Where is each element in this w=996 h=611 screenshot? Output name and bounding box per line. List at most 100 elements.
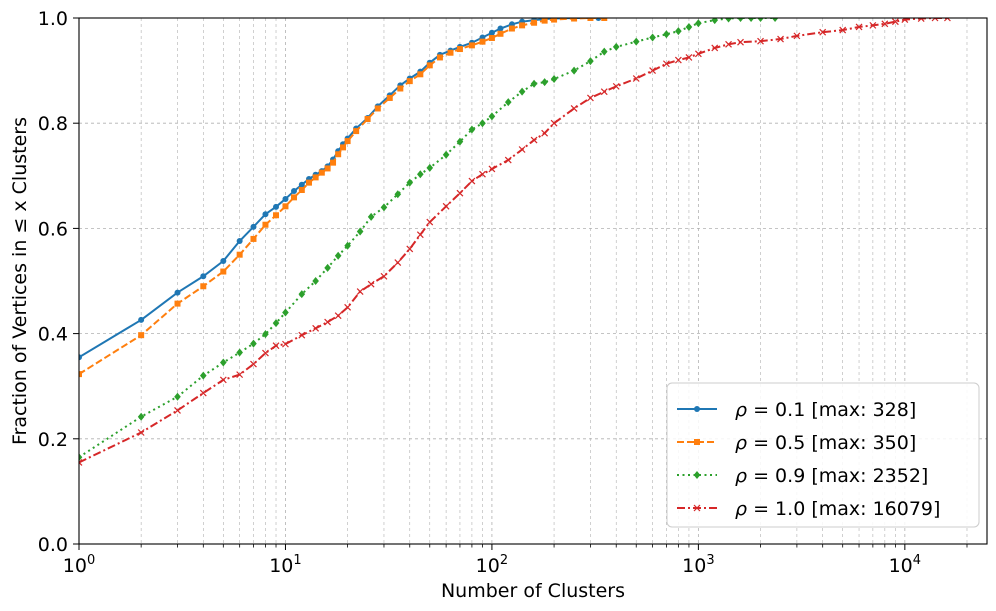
legend-marker-rho-0.9: [693, 471, 701, 479]
data-point-rho-1.0: [869, 21, 877, 29]
data-point-rho-1.0: [442, 202, 450, 210]
data-point-rho-1.0-stroke-b: [312, 324, 320, 332]
data-point-rho-1.0: [262, 349, 269, 357]
legend-entry-rho-1.0: ρ = 1.0 [max: 16079]: [677, 498, 940, 520]
y-tick-label: 0.4: [38, 324, 68, 346]
series-layer: [79, 18, 951, 466]
data-point-rho-0.5: [340, 144, 347, 151]
data-point-rho-1.0-stroke-b: [881, 20, 889, 28]
data-point-rho-1.0-stroke-b: [891, 18, 899, 26]
data-point-rho-1.0-stroke-b: [367, 280, 375, 288]
data-point-rho-0.9: [324, 263, 331, 272]
data-point-rho-0.5: [282, 203, 289, 210]
data-point-rho-0.5: [174, 300, 181, 307]
data-point-rho-1.0: [649, 67, 657, 75]
data-point-rho-0.5: [531, 19, 538, 26]
data-point-rho-1.0: [685, 54, 693, 61]
data-point-rho-0.9: [220, 358, 227, 367]
data-point-rho-0.5: [497, 30, 504, 37]
data-point-rho-0.9: [394, 190, 402, 199]
data-point-rho-1.0: [312, 324, 320, 332]
data-point-rho-1.0-stroke-b: [79, 459, 83, 464]
data-point-rho-1.0: [777, 35, 784, 43]
data-point-rho-0.9: [344, 241, 351, 250]
data-point-rho-1.0-stroke-b: [944, 18, 949, 22]
data-point-rho-0.5: [519, 22, 526, 29]
data-point-rho-0.1: [236, 238, 243, 245]
data-point-rho-0.9: [79, 453, 83, 462]
data-point-rho-0.5: [551, 18, 558, 23]
data-point-rho-1.0: [79, 459, 83, 466]
data-point-rho-1.0-stroke-b: [174, 406, 181, 414]
data-point-rho-1.0: [282, 340, 289, 348]
data-point-rho-1.0-stroke-b: [869, 21, 877, 29]
data-point-rho-0.9: [406, 178, 414, 187]
data-point-rho-1.0-stroke-b: [282, 340, 289, 348]
data-point-rho-1.0: [356, 288, 364, 295]
data-point-rho-0.9: [272, 319, 280, 328]
data-point-rho-1.0-stroke-b: [416, 231, 424, 239]
data-point-rho-1.0: [367, 280, 375, 288]
data-point-rho-1.0-stroke-b: [334, 312, 342, 320]
legend-label-rho-0.5: ρ = 0.5 [max: 350]: [735, 432, 916, 454]
data-point-rho-0.1: [220, 258, 227, 265]
data-point-rho-0.5: [587, 18, 594, 21]
data-point-rho-0.5: [386, 94, 393, 101]
data-point-rho-0.5: [344, 138, 351, 145]
data-point-rho-1.0: [632, 75, 640, 82]
data-point-rho-1.0-stroke-b: [479, 170, 486, 178]
y-tick-label: 0.2: [38, 429, 68, 451]
data-point-rho-0.1: [273, 203, 280, 210]
data-point-rho-1.0: [819, 28, 827, 36]
data-point-rho-0.5: [305, 179, 312, 186]
data-point-rho-0.9: [695, 19, 702, 28]
data-point-rho-1.0-stroke-b: [819, 28, 827, 36]
data-point-rho-0.1: [174, 289, 181, 296]
data-point-rho-1.0-stroke-b: [262, 349, 269, 357]
data-point-rho-0.9: [312, 277, 319, 285]
data-point-rho-0.5: [436, 54, 443, 61]
data-point-rho-1.0: [380, 272, 388, 280]
data-point-rho-0.5: [479, 38, 486, 45]
data-point-rho-0.1: [250, 223, 257, 230]
data-point-rho-1.0-stroke-a: [946, 18, 951, 22]
data-point-rho-0.5: [417, 71, 424, 78]
data-point-rho-0.5: [200, 283, 207, 290]
legend-marker-rho-0.1: [694, 406, 700, 412]
data-point-rho-1.0: [456, 189, 464, 197]
data-point-rho-0.1: [262, 211, 269, 218]
legend-label-rho-0.1: ρ = 0.1 [max: 328]: [735, 399, 916, 421]
data-point-rho-0.9: [282, 308, 289, 317]
data-point-rho-1.0-stroke-a: [79, 461, 83, 466]
data-point-rho-0.9: [725, 18, 732, 23]
data-point-rho-1.0-stroke-b: [488, 165, 496, 173]
data-point-rho-0.5: [447, 49, 454, 56]
axis-ticks: 100 101 102 103 104 0.0 0.2 0.4 0.6 0.8 1.0: [38, 8, 968, 577]
data-point-rho-0.5: [312, 174, 319, 181]
data-point-rho-1.0-stroke-b: [324, 318, 332, 326]
legend-label-rho-1.0: ρ = 1.0 [max: 16079]: [735, 498, 940, 520]
data-point-rho-0.9: [518, 87, 526, 96]
data-point-rho-0.9: [757, 18, 764, 22]
data-point-rho-0.1: [488, 29, 495, 36]
data-point-rho-0.9: [541, 78, 548, 87]
data-point-rho-1.0: [250, 360, 257, 368]
data-point-rho-1.0-stroke-b: [931, 18, 936, 22]
data-point-rho-1.0-stroke-b: [356, 288, 364, 295]
data-point-rho-0.9: [488, 112, 496, 121]
data-point-rho-0.5: [318, 169, 325, 176]
y-axis-label: Fraction of Vertices in ≤ x Clusters: [9, 117, 31, 445]
data-point-rho-1.0-stroke-b: [674, 56, 682, 64]
data-point-rho-1.0: [394, 259, 402, 267]
legend-entry-rho-0.5: ρ = 0.5 [max: 350]: [677, 432, 916, 454]
data-point-rho-0.5: [488, 34, 495, 41]
data-point-rho-1.0-stroke-b: [685, 54, 693, 61]
data-point-rho-1.0: [236, 371, 244, 379]
data-point-rho-0.9: [632, 37, 640, 46]
data-point-rho-0.9: [250, 339, 257, 348]
data-point-rho-0.5: [273, 212, 280, 219]
data-point-rho-1.0-stroke-b: [901, 18, 908, 24]
data-point-rho-0.9: [685, 22, 693, 31]
data-point-rho-1.0: [488, 165, 496, 173]
data-point-rho-0.5: [262, 221, 269, 228]
